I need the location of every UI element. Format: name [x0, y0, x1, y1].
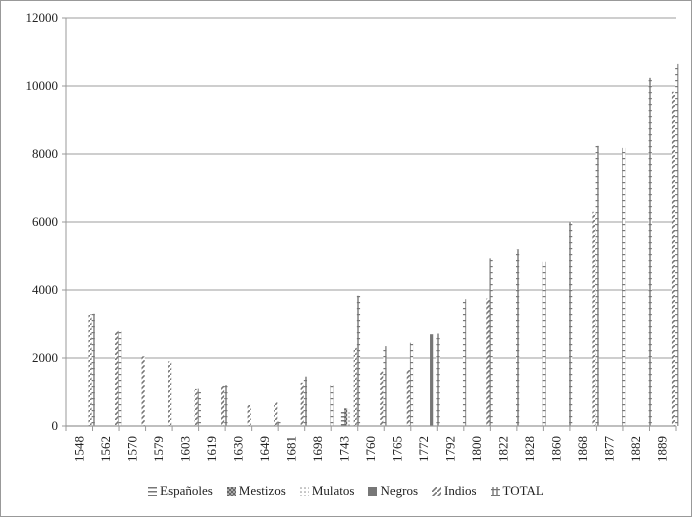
legend-item: Mulatos	[299, 483, 355, 499]
bar-chart: 0 2000 4000 6000 8000 10000 12000 1548 1562 1570…	[26, 10, 679, 463]
bar-total	[330, 385, 334, 426]
bar-indios	[274, 402, 278, 426]
x-tick-label: 1619	[204, 436, 219, 462]
bar-mestizos	[344, 408, 348, 426]
bar-negros	[430, 334, 434, 426]
y-tick-label: 6000	[32, 214, 58, 229]
bar-indios	[114, 331, 119, 426]
x-tick-label: 1868	[575, 436, 590, 462]
bar-indios	[194, 388, 198, 426]
bar-total	[436, 333, 440, 426]
bar-total	[91, 313, 95, 426]
x-tick-label: 1877	[602, 436, 617, 463]
bar-indios	[671, 91, 676, 426]
x-tick-label: 1698	[310, 436, 325, 462]
x-tick-label: 1649	[257, 436, 272, 462]
bar-mulatos	[347, 409, 351, 426]
bar-indios	[406, 369, 410, 426]
checker-swatch-icon	[226, 486, 236, 496]
x-tick-label: 1828	[522, 436, 537, 462]
legend: Españoles Mestizos Mulatos Negros Indios TOTA…	[0, 483, 692, 499]
bar-total	[675, 63, 679, 427]
bar-total	[516, 249, 520, 426]
y-tick-label: 10000	[26, 78, 59, 93]
y-tick-label: 8000	[32, 146, 58, 161]
bar-total	[409, 342, 414, 426]
bar-indios	[141, 356, 145, 426]
x-tick-label: 1681	[283, 436, 298, 462]
x-tick-label: 1792	[443, 436, 458, 462]
bar-total	[462, 299, 467, 426]
y-tick-label: 2000	[32, 350, 58, 365]
bar-indios	[300, 382, 304, 426]
x-tick-label: 1765	[390, 436, 405, 462]
x-tick-label: 1579	[151, 436, 166, 462]
legend-label: Españoles	[160, 483, 213, 498]
legend-label: Indios	[444, 483, 477, 498]
x-tick-label: 1630	[230, 436, 245, 462]
bar-total	[595, 145, 599, 426]
bar-total	[542, 261, 546, 426]
bar-total	[303, 376, 308, 426]
x-tick-label: 1570	[124, 436, 139, 462]
y-tick-label: 12000	[26, 10, 59, 25]
legend-label: TOTAL	[502, 483, 544, 498]
x-tick-label: 1889	[655, 436, 670, 462]
y-axis: 0 2000 4000 6000 8000 10000 12000	[26, 10, 67, 433]
gridlines	[66, 17, 676, 359]
bar-indios	[353, 347, 357, 426]
x-tick-label: 1603	[177, 436, 192, 462]
bar-total	[622, 147, 626, 426]
bar-total	[569, 222, 573, 426]
bar-indios	[168, 361, 172, 426]
bar-indios	[486, 298, 490, 426]
y-tick-label: 4000	[32, 282, 58, 297]
x-tick-label: 1760	[363, 436, 378, 462]
legend-item: Españoles	[148, 483, 213, 499]
horizontal-lines-swatch-icon	[148, 486, 158, 496]
legend-item: Indios	[432, 483, 477, 499]
legend-item: Negros	[368, 483, 418, 499]
bar-total	[118, 330, 122, 426]
bar-indios	[592, 211, 596, 426]
diagonal-swatch-icon	[432, 486, 441, 496]
legend-label: Mulatos	[311, 483, 355, 498]
bar-indios	[221, 385, 225, 426]
legend-label: Negros	[380, 483, 418, 498]
cross-swatch-icon	[490, 486, 500, 496]
x-tick-label: 1800	[469, 436, 484, 462]
x-tick-label: 1562	[98, 436, 113, 462]
bar-total	[383, 346, 387, 426]
bar-total	[277, 421, 281, 426]
x-tick-label: 1743	[336, 436, 351, 462]
x-tick-label: 1548	[71, 436, 86, 462]
bar-total	[356, 295, 361, 426]
dots-swatch-icon	[299, 486, 309, 496]
x-tick-label: 1860	[549, 436, 564, 462]
legend-item: Mestizos	[226, 483, 286, 499]
x-tick-label: 1772	[416, 436, 431, 462]
solid-swatch-icon	[368, 486, 378, 496]
bar-total	[648, 77, 652, 426]
bars	[88, 63, 679, 427]
x-tick-label: 1882	[628, 436, 643, 462]
legend-item: TOTAL	[490, 483, 544, 499]
y-tick-label: 0	[52, 418, 59, 433]
x-axis: 1548 1562 1570 1579 1603 1619 1630 1649 1681 1698…	[65, 425, 677, 463]
bar-indios	[88, 314, 92, 426]
bar-total	[224, 385, 228, 426]
bar-total	[197, 388, 201, 426]
bar-total	[489, 258, 493, 426]
bar-indios	[380, 371, 384, 426]
x-tick-label: 1822	[496, 436, 511, 462]
legend-label: Mestizos	[238, 483, 286, 498]
bar-indios	[247, 404, 251, 426]
bar-españoles	[340, 410, 345, 426]
